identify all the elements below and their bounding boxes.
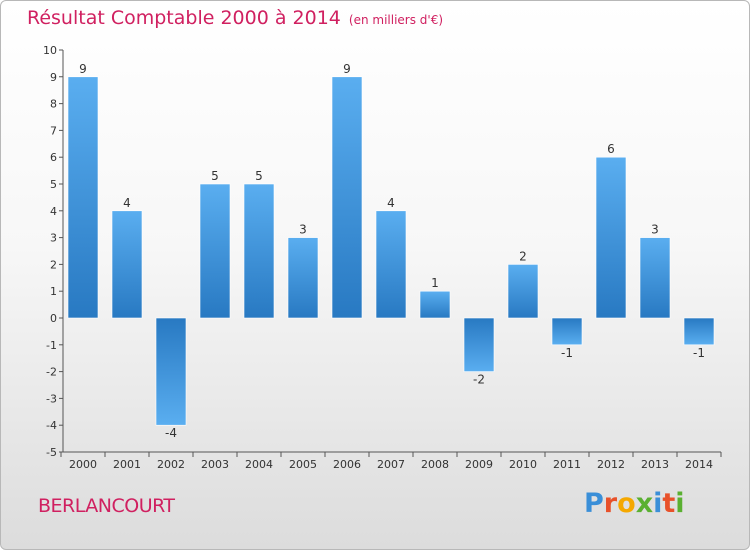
- logo-letter: P: [584, 488, 604, 519]
- x-tick-label: 2014: [685, 458, 713, 471]
- y-tick-label: 6: [50, 151, 57, 164]
- x-tick-label: 2007: [377, 458, 405, 471]
- logo-letter: o: [617, 488, 636, 519]
- bar: [288, 238, 318, 318]
- data-label: 5: [211, 169, 219, 183]
- y-tick-label: 2: [50, 258, 57, 271]
- bar: [552, 318, 582, 345]
- y-tick-label: 10: [43, 44, 57, 57]
- data-label: 4: [387, 196, 395, 210]
- y-tick-label: -4: [46, 419, 57, 432]
- bar: [596, 157, 626, 318]
- x-tick-label: 2011: [553, 458, 581, 471]
- logo-letter: x: [636, 488, 653, 519]
- x-tick-label: 2001: [113, 458, 141, 471]
- bar: [420, 291, 450, 318]
- data-label: 5: [255, 169, 263, 183]
- bar: [508, 264, 538, 318]
- data-label: -2: [473, 373, 485, 387]
- logo-letter: i: [675, 488, 684, 519]
- bar-chart: -5 -4 -3 -2 -1 0 1 2 3 4 5 6 7 8 9 10 2000 2001 2002 2003 20…: [1, 1, 750, 550]
- x-tick-label: 2009: [465, 458, 493, 471]
- logo-letter: i: [653, 488, 662, 519]
- data-label: 9: [343, 62, 351, 76]
- y-tick-label: -3: [46, 392, 57, 405]
- logo-letter: t: [662, 488, 675, 519]
- x-tick-label: 2012: [597, 458, 625, 471]
- logo-letter: r: [604, 488, 617, 519]
- data-label: 1: [431, 276, 439, 290]
- y-tick-label: 5: [50, 178, 57, 191]
- data-label: 2: [519, 249, 527, 263]
- y-tick-label: -5: [46, 446, 57, 459]
- bar: [112, 211, 142, 318]
- bar: [244, 184, 274, 318]
- bar: [200, 184, 230, 318]
- x-tick-label: 2005: [289, 458, 317, 471]
- data-label: 9: [79, 62, 87, 76]
- x-tick-label: 2010: [509, 458, 537, 471]
- x-tick-label: 2003: [201, 458, 229, 471]
- y-tick-label: 4: [50, 205, 57, 218]
- x-tick-label: 2004: [245, 458, 273, 471]
- y-tick-label: 9: [50, 71, 57, 84]
- bar: [684, 318, 714, 345]
- chart-frame: Résultat Comptable 2000 à 2014 (en millie…: [0, 0, 750, 550]
- bar: [640, 238, 670, 318]
- y-tick-label: -2: [46, 366, 57, 379]
- data-label: 4: [123, 196, 131, 210]
- bar: [376, 211, 406, 318]
- x-tick-label: 2000: [69, 458, 97, 471]
- proxiti-logo[interactable]: Proxiti: [584, 488, 685, 519]
- data-label: 6: [607, 142, 615, 156]
- data-label: 3: [651, 223, 659, 237]
- commune-name: BERLANCOURT: [38, 495, 175, 517]
- x-tick-label: 2013: [641, 458, 669, 471]
- y-tick-label: -1: [46, 339, 57, 352]
- data-label: -1: [561, 346, 573, 360]
- bar: [464, 318, 494, 372]
- y-tick-label: 1: [50, 285, 57, 298]
- data-label: -4: [165, 426, 177, 440]
- y-tick-label: 0: [50, 312, 57, 325]
- data-label: 3: [299, 223, 307, 237]
- x-tick-label: 2006: [333, 458, 361, 471]
- y-tick-label: 7: [50, 124, 57, 137]
- x-tick-label: 2008: [421, 458, 449, 471]
- bar: [68, 77, 98, 318]
- bar: [332, 77, 362, 318]
- data-label: -1: [693, 346, 705, 360]
- y-tick-label: 3: [50, 232, 57, 245]
- x-tick-label: 2002: [157, 458, 185, 471]
- y-tick-label: 8: [50, 98, 57, 111]
- bar: [156, 318, 186, 425]
